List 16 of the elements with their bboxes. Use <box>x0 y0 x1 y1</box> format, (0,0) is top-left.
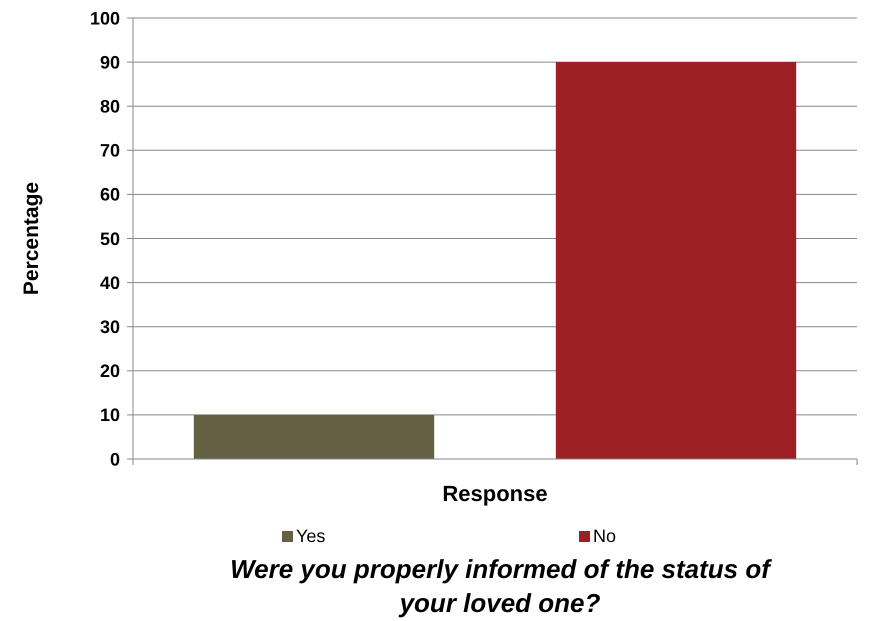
y-tick-label: 30 <box>100 317 120 337</box>
text: Were you properly informed of the status of your loved one? <box>230 554 772 618</box>
y-tick-label: 20 <box>100 361 120 382</box>
y-tick-label: 70 <box>100 140 120 161</box>
y-tick-label: 40 <box>100 272 120 293</box>
y-tick-label: 50 <box>100 228 120 249</box>
y-tick-label: 80 <box>100 96 120 116</box>
y-tick-label: 90 <box>100 52 120 72</box>
x-axis-title: Response <box>442 481 548 506</box>
y-tick-label: 10 <box>100 405 120 426</box>
y-tick-label: 0 <box>110 449 120 470</box>
y-tick-label: 60 <box>100 184 120 205</box>
y-axis-title: Percentage <box>20 182 43 296</box>
legend-label: No <box>593 526 616 546</box>
y-tick-label: 100 <box>90 8 120 28</box>
legend-label: Yes <box>296 526 326 546</box>
